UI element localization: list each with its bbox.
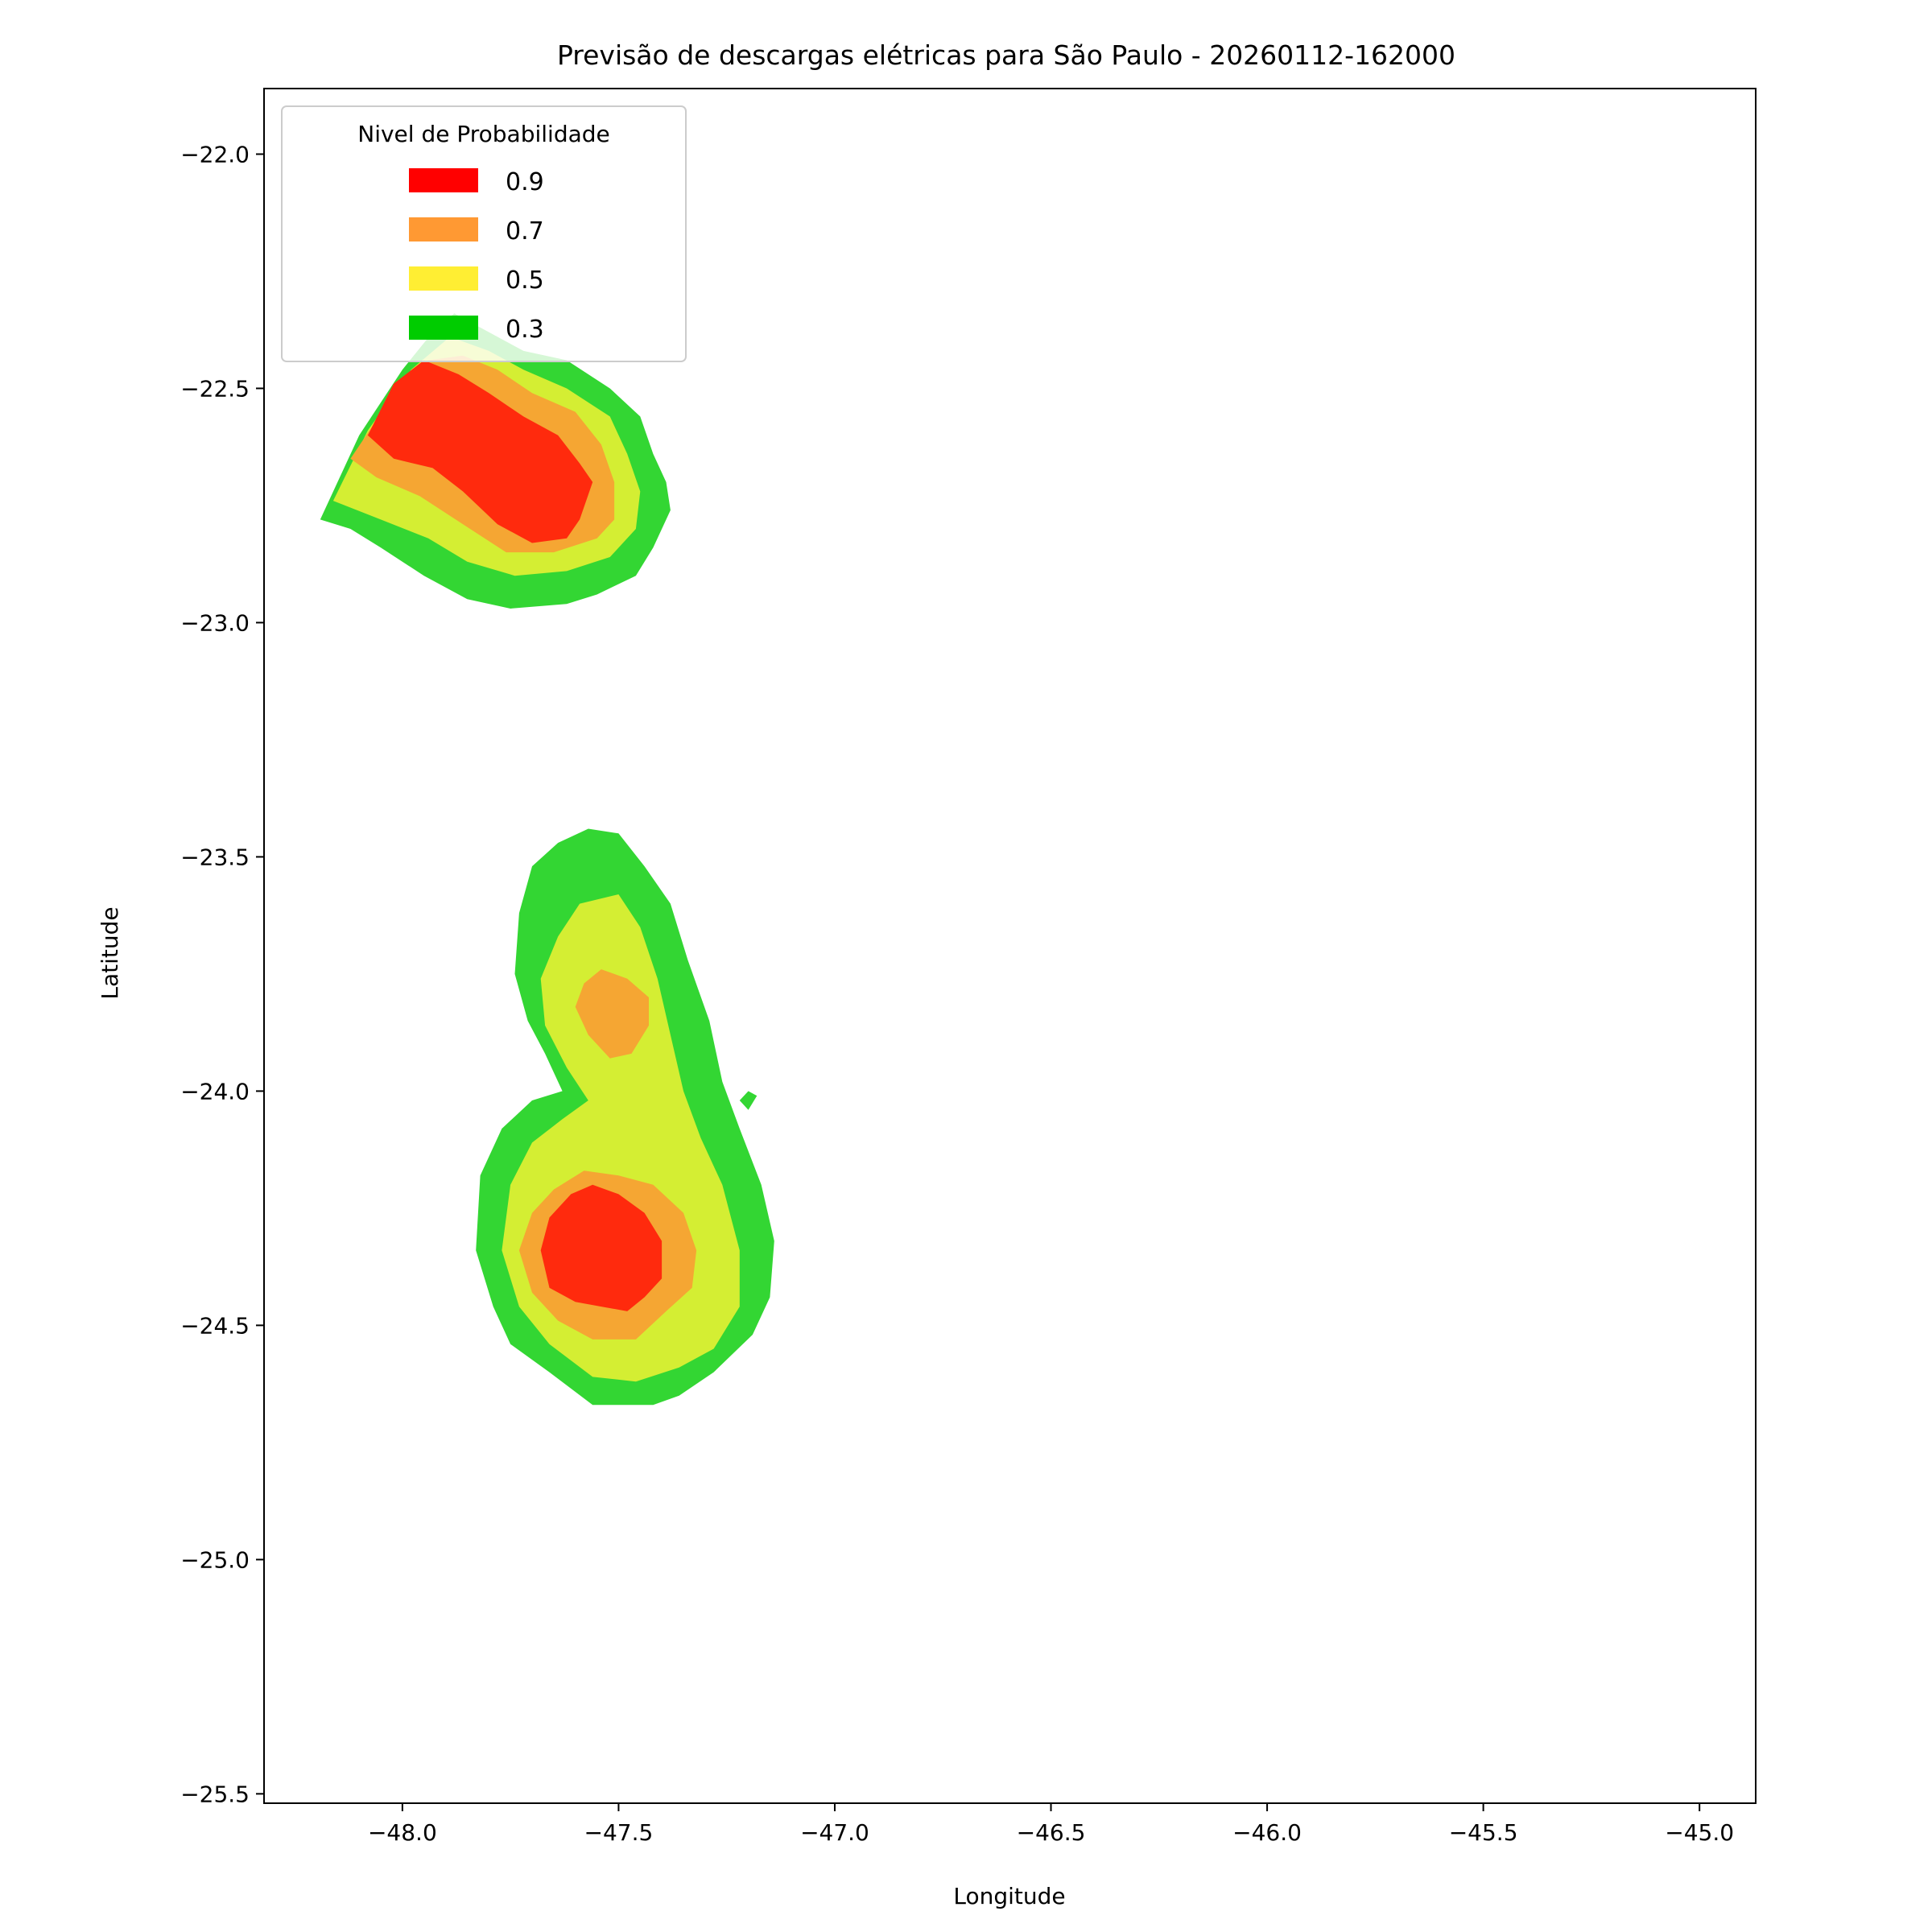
legend-title: Nivel de Probabilidade xyxy=(357,121,610,147)
y-tick-label: −24.5 xyxy=(180,1312,250,1339)
legend-swatch xyxy=(409,217,478,242)
y-axis: −22.0 −22.5 −23.0 −23.5 −24.0 −24.5 −25.0 −25.5 xyxy=(180,141,264,1807)
chart-title: Previsão de descargas elétricas para São… xyxy=(557,39,1455,71)
x-tick-label: −46.0 xyxy=(1232,1819,1302,1846)
legend-box xyxy=(281,105,687,362)
x-tick-label: −45.0 xyxy=(1665,1819,1734,1846)
southern-cell-level-03-region-1 xyxy=(739,1091,758,1110)
x-axis: −48.0 −47.5 −47.0 −46.5 −46.0 −45.5 −45.0 xyxy=(368,1803,1734,1846)
legend-swatch xyxy=(409,316,478,340)
x-tick-label: −48.0 xyxy=(368,1819,437,1846)
y-tick-label: −23.5 xyxy=(180,844,250,870)
y-tick-label: −25.5 xyxy=(180,1781,250,1807)
legend-label: 0.5 xyxy=(506,266,544,295)
contour-layers xyxy=(320,313,774,1406)
y-tick-label: −22.5 xyxy=(180,375,250,402)
x-tick-label: −47.5 xyxy=(584,1819,654,1846)
y-tick-label: −24.0 xyxy=(180,1078,250,1104)
y-axis-label: Latitude xyxy=(97,906,123,999)
x-axis-label: Longitude xyxy=(953,1883,1065,1909)
legend-label: 0.7 xyxy=(506,217,544,246)
y-tick-label: −23.0 xyxy=(180,609,250,636)
legend-label: 0.9 xyxy=(506,168,544,196)
southern-cell-level-07-region-0 xyxy=(575,969,649,1059)
x-tick-label: −46.5 xyxy=(1017,1819,1086,1846)
x-tick-label: −47.0 xyxy=(800,1819,869,1846)
x-tick-label: −45.5 xyxy=(1449,1819,1518,1846)
legend-label: 0.3 xyxy=(506,316,544,344)
legend: Nivel de Probabilidade 0.9 0.7 0.5 0.3 xyxy=(281,105,687,362)
plot-frame xyxy=(263,88,1757,1804)
legend-swatch xyxy=(409,266,478,291)
y-tick-label: −25.0 xyxy=(180,1546,250,1573)
legend-swatch xyxy=(409,168,478,192)
southern-cell-level-09-region-0 xyxy=(540,1184,663,1311)
y-tick-label: −22.0 xyxy=(180,141,250,167)
northern-cell-level-09-region-0 xyxy=(367,360,593,543)
